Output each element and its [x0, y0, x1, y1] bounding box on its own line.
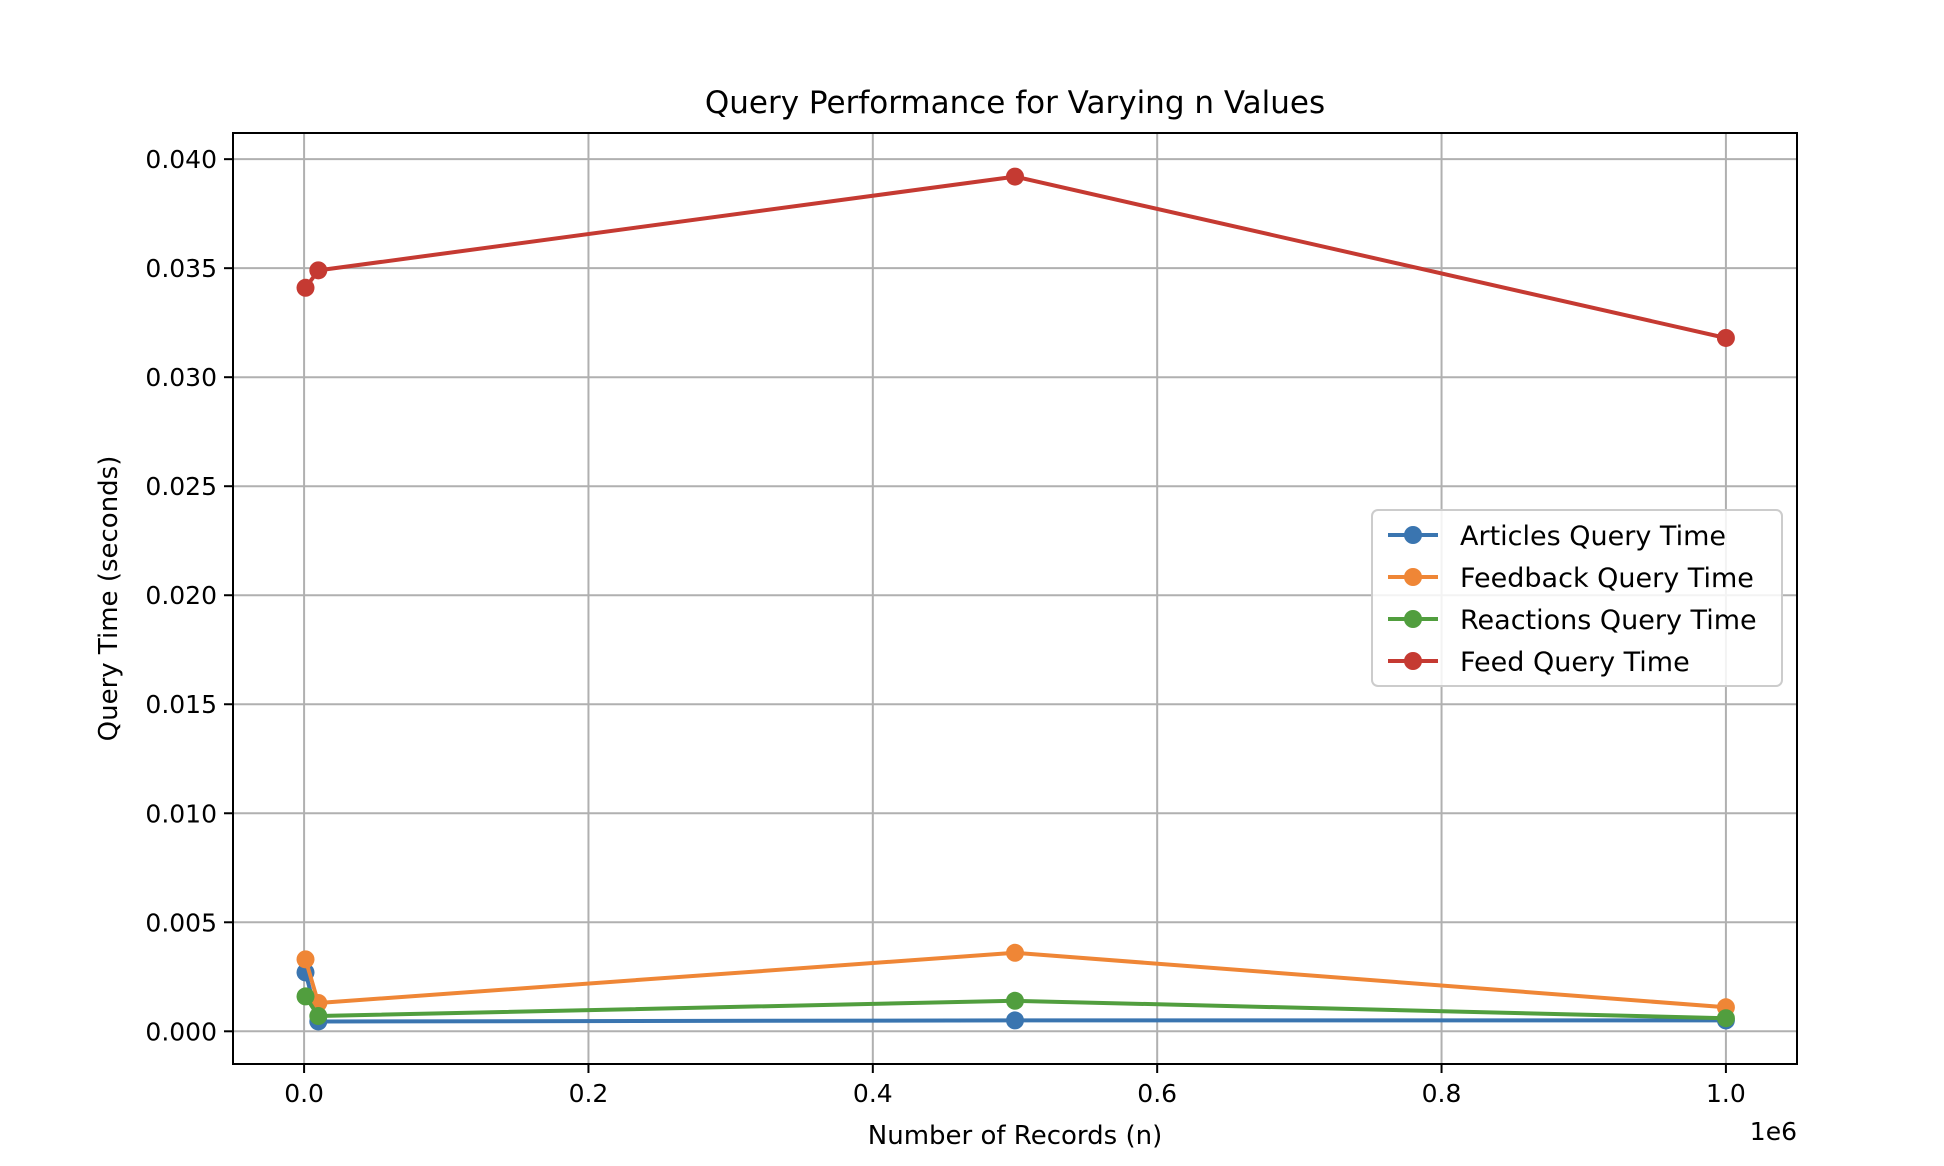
- legend-item: Feedback Query Time: [1388, 563, 1754, 594]
- y-tick-label: 0.000: [145, 1017, 217, 1046]
- y-tick-label: 0.030: [145, 363, 217, 392]
- series-line: [303, 950, 1727, 1010]
- x-axis-label: Number of Records (n): [868, 1121, 1162, 1151]
- data-point: [296, 987, 315, 1006]
- data-point: [296, 278, 315, 297]
- data-point: [309, 261, 328, 280]
- series-layer: [296, 167, 1735, 1031]
- legend-label: Feedback Query Time: [1460, 563, 1754, 594]
- x-tick-label: 0.6: [1137, 1079, 1177, 1108]
- y-tick-label: 0.025: [145, 472, 217, 501]
- series-feed-query-time: [296, 167, 1735, 347]
- data-point: [1006, 1011, 1024, 1030]
- x-tick-label: 1.0: [1706, 1079, 1746, 1108]
- series-line: [303, 995, 1726, 1021]
- legend-label: Reactions Query Time: [1460, 605, 1757, 636]
- legend-label: Articles Query Time: [1460, 521, 1726, 552]
- y-tick-label: 0.035: [145, 254, 217, 283]
- y-axis-label: Query Time (seconds): [94, 456, 124, 742]
- legend: Articles Query Time Feedback Query Time Re…: [1371, 509, 1783, 687]
- data-point: [1716, 1009, 1735, 1028]
- series-reactions-query-time: [296, 987, 1735, 1028]
- data-point: [309, 1007, 328, 1026]
- x-tick-label: 0.0: [284, 1079, 324, 1108]
- y-tick-label: 0.040: [145, 145, 217, 174]
- x-tick-label: 0.4: [853, 1079, 893, 1108]
- data-point: [1006, 167, 1024, 186]
- x-tick-label: 0.8: [1422, 1079, 1462, 1108]
- data-point: [296, 950, 315, 969]
- chart-title: Query Performance for Varying n Values: [705, 85, 1325, 121]
- y-tick-label: 0.005: [145, 908, 217, 937]
- legend-item: Feed Query Time: [1388, 647, 1690, 678]
- legend-item: Reactions Query Time: [1388, 605, 1757, 636]
- x-tick-label: 0.2: [569, 1079, 609, 1108]
- legend-label: Feed Query Time: [1460, 647, 1690, 678]
- legend-swatch-marker: [1404, 526, 1422, 544]
- plot-frame: [232, 132, 1798, 1065]
- legend-swatch-marker: [1404, 568, 1422, 586]
- y-tick-label: 0.020: [145, 581, 217, 610]
- y-tick-label: 0.010: [145, 799, 217, 828]
- legend-item: Articles Query Time: [1388, 521, 1726, 552]
- y-tick-label: 0.015: [145, 690, 217, 719]
- data-point: [1716, 328, 1735, 347]
- axis-ticks: 0.0 0.2 0.4 0.6 0.8 1.0 0.000 0.005 0.010 0.015 0.…: [145, 145, 1745, 1108]
- data-point: [1006, 943, 1024, 962]
- series-line: [303, 174, 1727, 340]
- legend-swatch-marker: [1404, 610, 1422, 628]
- legend-swatch-marker: [1404, 652, 1422, 670]
- legend-box: [1371, 509, 1783, 687]
- x-axis-offset-label: 1e6: [1750, 1117, 1797, 1146]
- data-point: [1006, 991, 1024, 1010]
